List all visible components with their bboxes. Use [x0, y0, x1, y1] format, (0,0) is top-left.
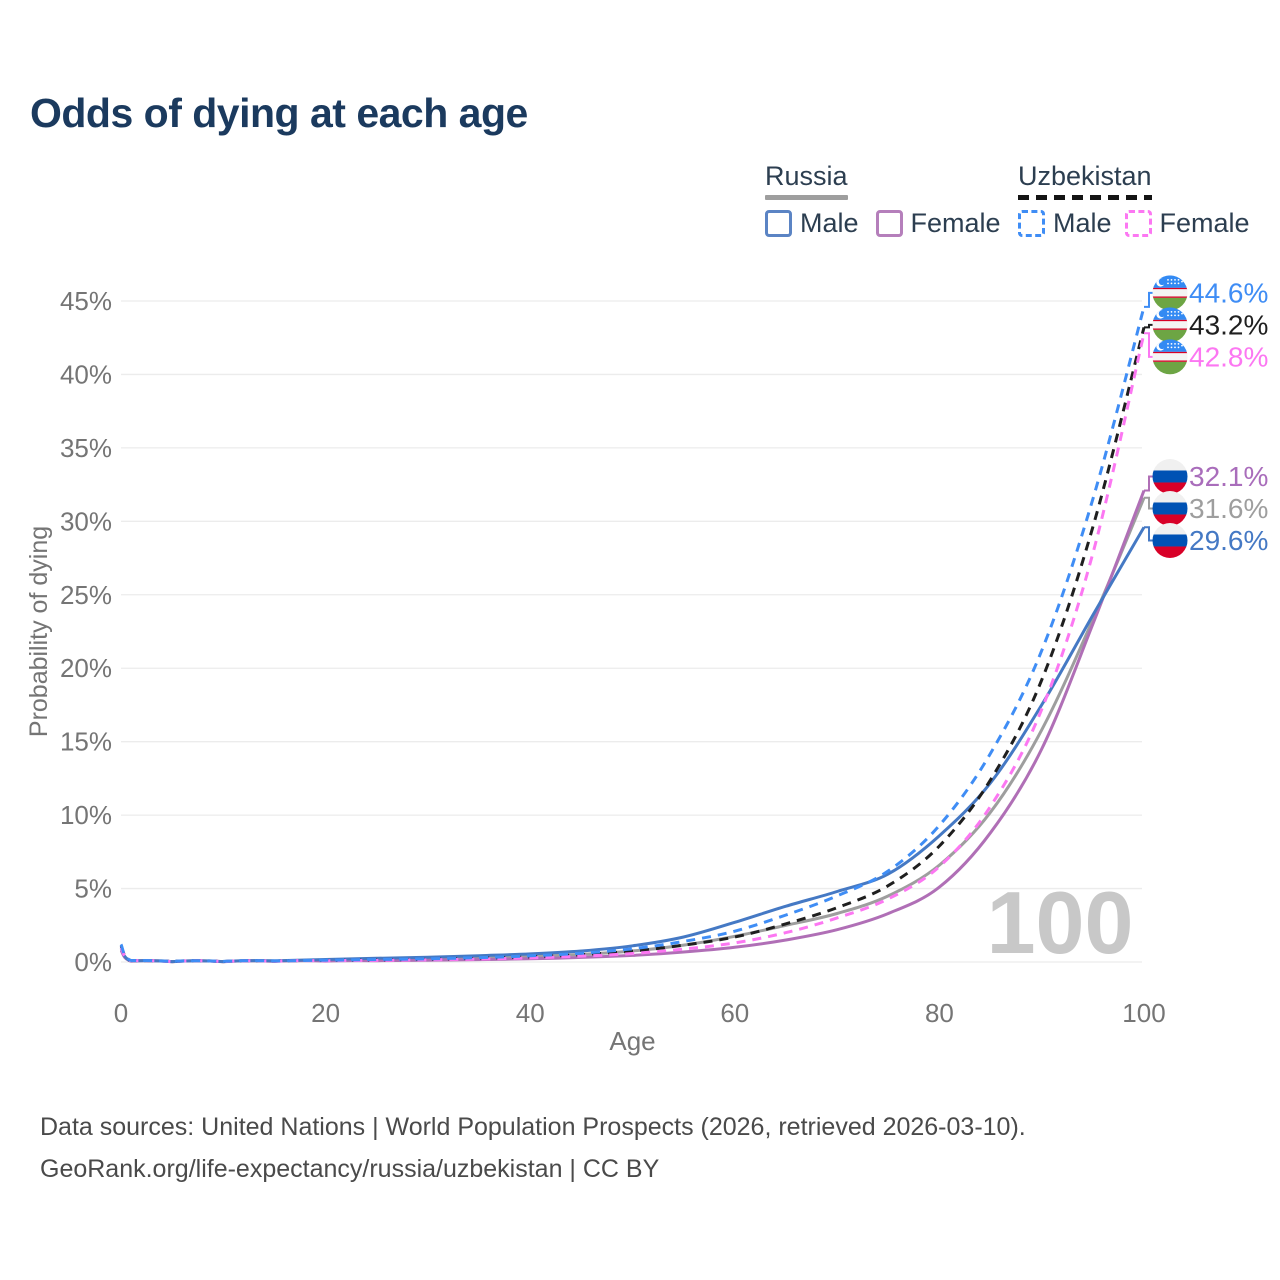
end-label-connector — [1144, 496, 1153, 510]
legend-group-uzbekistan: Uzbekistan Male Female — [1018, 161, 1250, 239]
series-line-uzbekistan-female[interactable] — [119, 332, 1146, 964]
legend-country-russia-label: Russia — [765, 161, 848, 191]
series-line-uzbekistan-both-sexes[interactable] — [119, 327, 1146, 964]
y-axis-tick-label: 25% — [60, 580, 112, 610]
uzbekistan-flag-icon — [1152, 339, 1188, 375]
y-axis-tick-label: 15% — [60, 727, 112, 757]
uzbekistan-flag-icon — [1152, 275, 1188, 311]
y-axis-tick-label: 5% — [74, 874, 112, 904]
legend-item-label: Female — [1159, 208, 1250, 238]
uzbekistan-flag-icon — [1152, 307, 1188, 343]
end-value-label-uzbekistan-male: 44.6% — [1189, 277, 1268, 308]
legend-item-russia-male[interactable]: Male — [765, 208, 859, 239]
uzbekistan-male-swatch-icon — [1018, 210, 1045, 237]
legend-country-uzbekistan: Uzbekistan — [1018, 161, 1152, 200]
legend-item-russia-female[interactable]: Female — [875, 208, 1001, 239]
russia-flag-icon — [1152, 522, 1188, 558]
end-value-label-uzbekistan-both-sexes: 43.2% — [1189, 309, 1268, 340]
legend-item-uzbekistan-female[interactable]: Female — [1124, 208, 1250, 239]
series-line-uzbekistan-male[interactable] — [119, 306, 1146, 963]
legend-item-label: Male — [800, 208, 859, 238]
end-value-label-uzbekistan-female: 42.8% — [1189, 341, 1268, 372]
end-label-connector — [1144, 291, 1153, 308]
end-value-label-russia-male: 29.6% — [1189, 525, 1268, 556]
end-label-connector — [1144, 332, 1153, 358]
legend-item-uzbekistan-male[interactable]: Male — [1018, 208, 1112, 239]
x-axis-tick-label: 80 — [925, 998, 954, 1028]
end-label-connector — [1144, 526, 1153, 542]
data-source-line2: GeoRank.org/life-expectancy/russia/uzbek… — [40, 1155, 660, 1183]
data-source-line1: Data sources: United Nations | World Pop… — [40, 1113, 1026, 1141]
legend-item-label: Male — [1053, 208, 1112, 238]
page-title: Odds of dying at each age — [30, 90, 528, 136]
russia-male-swatch-icon — [765, 210, 792, 237]
y-axis-tick-label: 30% — [60, 506, 112, 536]
y-axis-title: Probability of dying — [25, 526, 53, 737]
y-axis-tick-label: 35% — [60, 433, 112, 463]
x-axis-tick-label: 40 — [516, 998, 545, 1028]
legend-country-uzbekistan-label: Uzbekistan — [1018, 161, 1152, 191]
x-axis-tick-label: 20 — [311, 998, 340, 1028]
russia-female-swatch-icon — [875, 210, 903, 237]
y-axis-tick-label: 20% — [60, 653, 112, 683]
end-label-connector — [1144, 323, 1153, 329]
end-value-label-russia-female: 32.1% — [1189, 461, 1268, 492]
x-axis-tick-label: 0 — [114, 998, 128, 1028]
y-axis-tick-label: 45% — [60, 286, 112, 316]
x-axis-tick-label: 60 — [720, 998, 749, 1028]
russia-flag-icon — [1152, 458, 1188, 494]
legend-country-russia: Russia — [765, 161, 848, 200]
russia-line-swatch — [765, 195, 848, 200]
end-value-label-russia-both-sexes: 31.6% — [1189, 493, 1268, 524]
end-label-connector — [1144, 475, 1153, 492]
legend-group-russia: Russia Male Female — [765, 161, 1001, 239]
x-axis-tick-label: 100 — [1122, 998, 1165, 1028]
russia-flag-icon — [1152, 490, 1188, 526]
uzbekistan-line-swatch — [1018, 195, 1152, 200]
data-source-note: Data sources: United Nations | World Pop… — [40, 1106, 1026, 1190]
y-axis-tick-label: 10% — [60, 800, 112, 830]
legend-item-label: Female — [910, 208, 1001, 238]
y-axis-tick-label: 0% — [74, 947, 112, 977]
x-axis-title: Age — [609, 1026, 655, 1056]
y-axis-tick-label: 40% — [60, 359, 112, 389]
uzbekistan-female-swatch-icon — [1124, 210, 1152, 237]
age-watermark: 100 — [987, 873, 1134, 972]
